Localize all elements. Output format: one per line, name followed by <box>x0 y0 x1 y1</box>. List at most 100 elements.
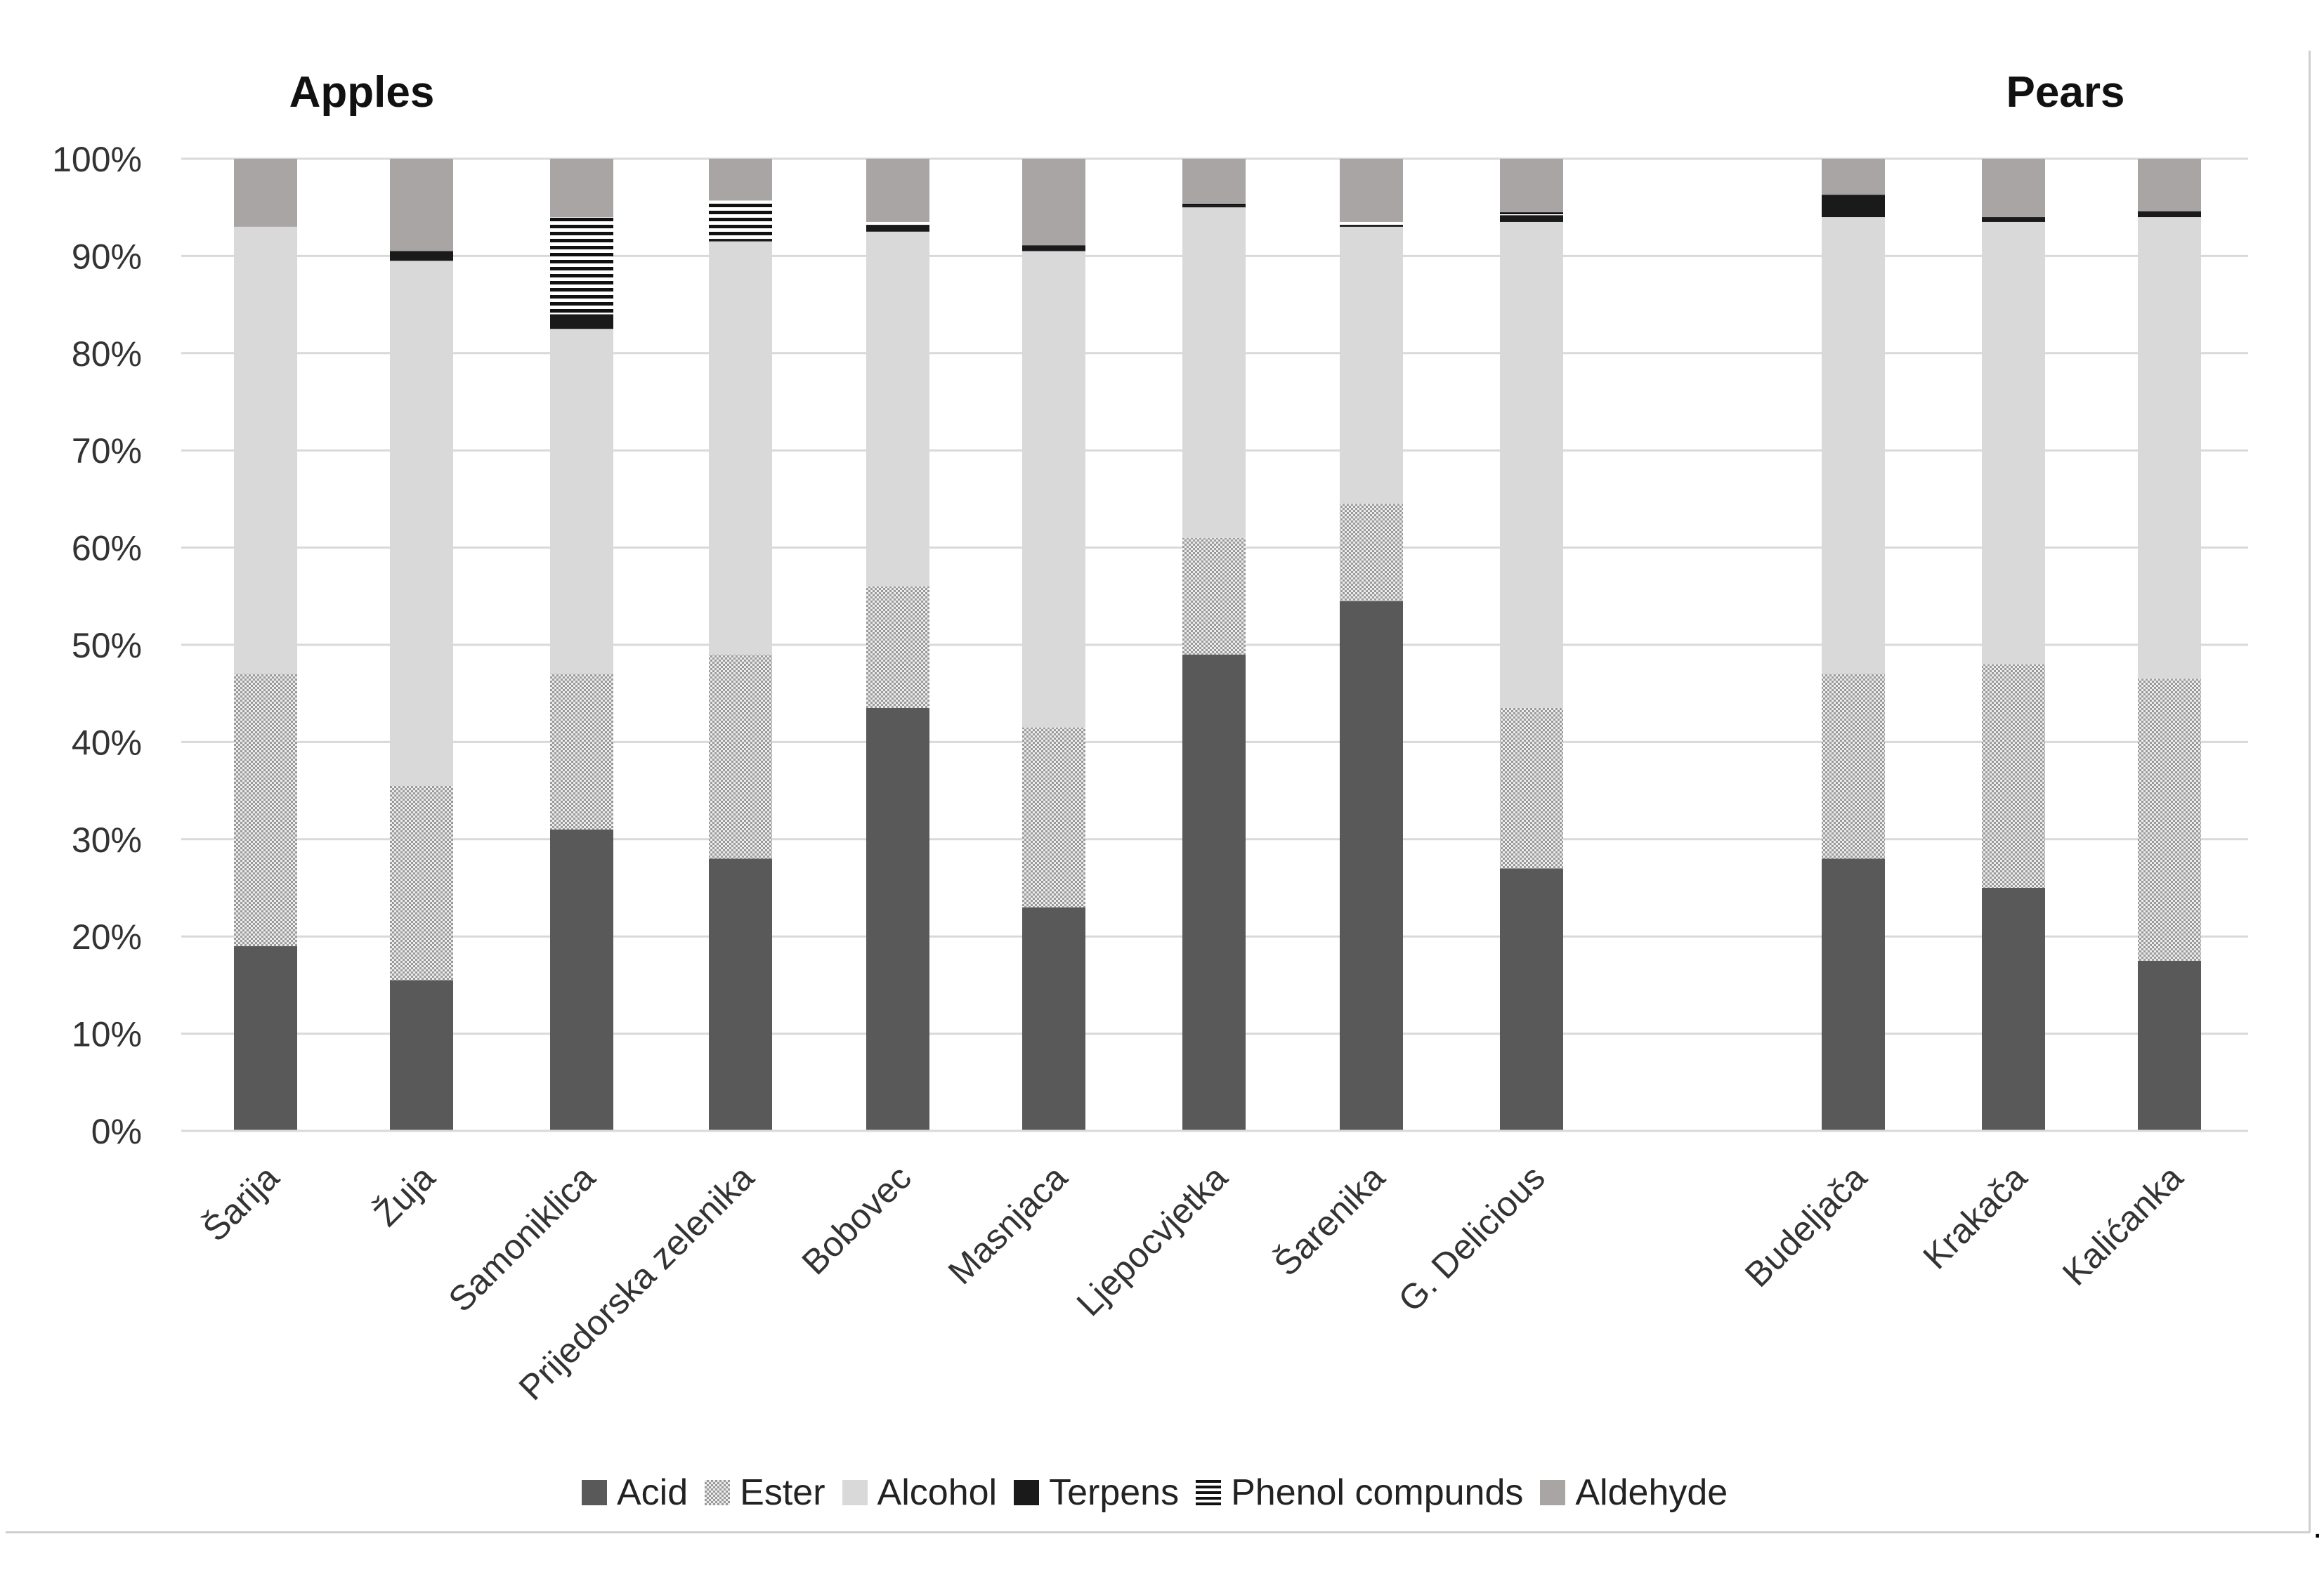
frame-right-border <box>2309 51 2311 1533</box>
group-titles: Apples Pears <box>289 68 2125 117</box>
x-tick-label: Samoniklica <box>441 1158 603 1319</box>
bar-segment-alcohol <box>866 231 929 587</box>
bar-segment-terpens <box>550 314 613 329</box>
legend-item: Aldehyde <box>1540 1472 1728 1514</box>
bar-segment-ester <box>390 785 453 981</box>
y-tick-label: 0% <box>91 1112 142 1151</box>
bar-segment-phenol-compunds <box>866 221 929 225</box>
bar-segment-terpens <box>1340 225 1403 227</box>
bar-segment-ester <box>866 586 929 708</box>
bar-segment-aldehyde <box>709 159 772 201</box>
bar-segment-acid <box>1182 654 1246 1131</box>
bar-segment-aldehyde <box>234 159 297 227</box>
bar-segment-ester <box>709 654 772 859</box>
bar-segment-acid <box>866 707 929 1131</box>
bar-segment-terpens <box>1982 217 2045 222</box>
x-tick-label: Žuja <box>366 1158 443 1234</box>
y-tick-label: 10% <box>72 1015 142 1054</box>
bar-segment-ester <box>2138 679 2201 961</box>
x-tick-label: Šarija <box>195 1158 287 1249</box>
bar-segment-acid <box>2138 960 2201 1131</box>
bars <box>181 159 2248 1132</box>
bar-segment-acid <box>234 946 297 1131</box>
bar-segment-alcohol <box>1340 226 1403 504</box>
bar-segment-ester <box>1182 537 1246 655</box>
y-tick-label: 70% <box>72 431 142 471</box>
bar-segment-terpens <box>1022 245 1085 251</box>
legend-swatch <box>1540 1480 1566 1505</box>
y-tick-label: 80% <box>72 334 142 374</box>
legend-label: Alcohol <box>877 1472 998 1513</box>
y-tick-label: 50% <box>72 626 142 665</box>
trailing-period: . <box>2313 1508 2323 1545</box>
legend-label: Terpens <box>1049 1472 1180 1513</box>
bar-segment-acid <box>390 980 453 1131</box>
bar-segment-acid <box>1822 858 1885 1131</box>
bar-segment-aldehyde <box>550 159 613 218</box>
x-tick-label: G. Delicious <box>1391 1158 1553 1319</box>
legend-label: Aldehyde <box>1575 1472 1728 1513</box>
bar-segment-ester <box>1822 674 1885 859</box>
legend-swatch <box>1014 1480 1040 1505</box>
bar-segment-aldehyde <box>1822 159 1885 195</box>
bar-segment-ester <box>1500 707 1563 869</box>
bar-segment-acid <box>1022 907 1085 1131</box>
group-title: Apples <box>289 68 435 117</box>
bar-segment-ester <box>1022 727 1085 908</box>
bar-segment-terpens <box>709 239 772 242</box>
bar-segment-aldehyde <box>866 159 929 222</box>
bar-segment-alcohol <box>1182 207 1246 538</box>
bar-segment-phenol-compunds <box>1340 221 1403 225</box>
x-tick-label: Kalićanka <box>2055 1158 2191 1293</box>
bar-segment-ester <box>234 674 297 947</box>
bar-segment-ester <box>550 674 613 830</box>
x-tick-label: Budeljača <box>1737 1158 1874 1295</box>
legend-swatch <box>582 1480 607 1505</box>
bar-segment-alcohol <box>1500 221 1563 708</box>
bar-segment-phenol-compunds <box>1500 212 1563 216</box>
x-tick-label: Masnjaca <box>941 1158 1075 1292</box>
bar-segment-terpens <box>2138 211 2201 218</box>
legend-item: Acid <box>582 1472 688 1514</box>
bar-segment-alcohol <box>2138 217 2201 679</box>
legend-item: Phenol compunds <box>1196 1472 1523 1514</box>
bar-segment-terpens <box>1500 215 1563 222</box>
legend-item: Alcohol <box>842 1472 998 1514</box>
bar-segment-acid <box>1340 601 1403 1131</box>
bar-segment-acid <box>709 858 772 1131</box>
bar-segment-terpens <box>866 225 929 232</box>
y-tick-label: 100% <box>52 140 142 179</box>
bar-segment-alcohol <box>1022 251 1085 728</box>
bar-segment-acid <box>1982 888 2045 1131</box>
bar-segment-aldehyde <box>1982 159 2045 218</box>
x-tick-label: Šarenika <box>1267 1158 1392 1283</box>
group-title: Pears <box>2006 68 2125 117</box>
bar-segment-aldehyde <box>2138 159 2201 211</box>
x-tick-label: Bobovec <box>795 1158 919 1282</box>
y-tick-label: 20% <box>72 917 142 957</box>
legend: Acid Ester Alcohol Terpens Phenol compunds Al… <box>582 1468 1744 1517</box>
bar-segment-alcohol <box>550 329 613 674</box>
bar-segment-alcohol <box>234 226 297 674</box>
bar-segment-terpens <box>390 251 453 261</box>
bar-segment-alcohol <box>1982 221 2045 664</box>
legend-label: Acid <box>617 1472 688 1513</box>
bar-segment-alcohol <box>1822 217 1885 674</box>
bar-segment-alcohol <box>390 261 453 786</box>
legend-swatch <box>1196 1480 1222 1505</box>
bar-segment-aldehyde <box>1500 159 1563 213</box>
bar-segment-ester <box>1340 504 1403 601</box>
bar-segment-phenol-compunds <box>709 200 772 240</box>
frame-bottom-border <box>6 1531 2310 1533</box>
bar-segment-aldehyde <box>1182 159 1246 204</box>
bar-segment-phenol-compunds <box>550 217 613 315</box>
bar-segment-acid <box>550 829 613 1131</box>
legend-item: Terpens <box>1014 1472 1179 1514</box>
y-axis: 0% 10% 20% 30% 40% 50% 60% 70% 80% 90% 100% <box>52 140 142 1151</box>
bar-segment-ester <box>1982 664 2045 888</box>
bar-segment-alcohol <box>709 241 772 655</box>
legend-swatch <box>705 1480 731 1505</box>
y-tick-label: 90% <box>72 237 142 276</box>
